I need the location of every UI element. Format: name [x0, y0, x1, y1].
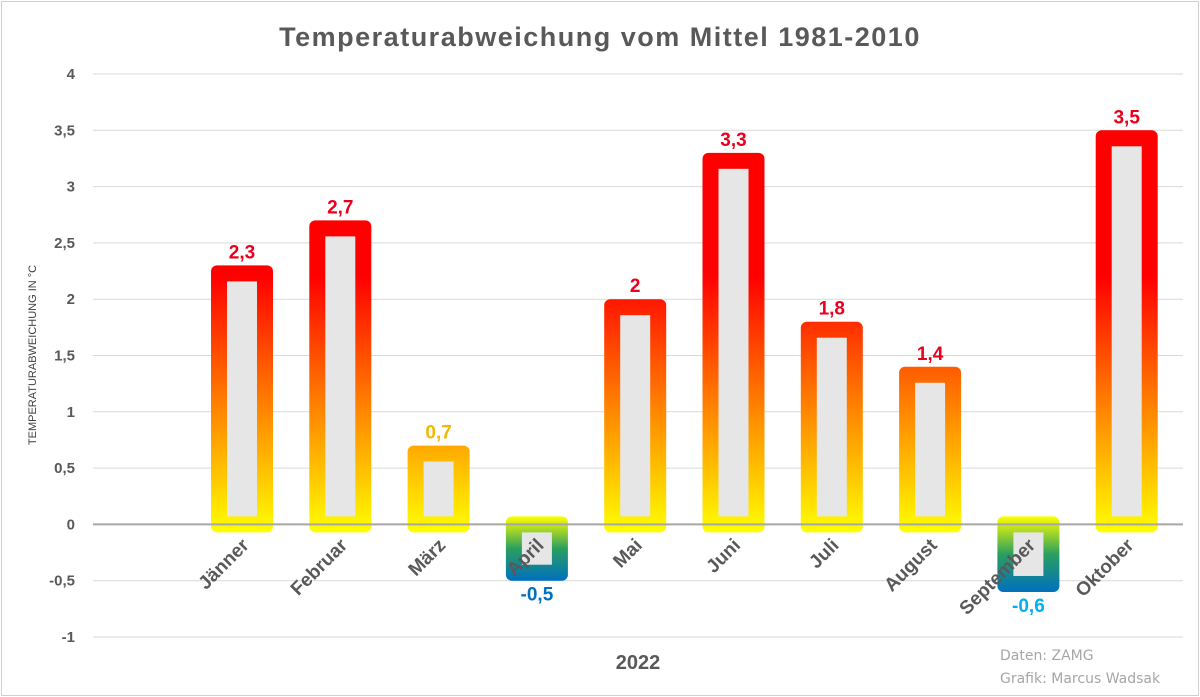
x-tick-label: Jänner — [195, 535, 254, 594]
data-label: 1,8 — [819, 299, 845, 320]
bars — [211, 130, 1158, 592]
data-label: 3,3 — [720, 130, 746, 151]
x-tick-label: Februar — [287, 535, 352, 600]
x-tick-label: Juni — [703, 535, 745, 577]
y-tick-label: 2 — [67, 291, 75, 308]
x-axis-label: 2022 — [616, 652, 661, 674]
bar-inner — [423, 461, 454, 517]
bar-inner — [325, 236, 356, 517]
data-label: 3,5 — [1113, 107, 1140, 128]
x-tick-label: Mai — [609, 535, 646, 572]
y-tick-label: 2,5 — [54, 235, 75, 252]
data-labels: 2,3 2,7 0,7 -0,5 2 3,3 1,8 1,4 -0,6 3,5 — [229, 107, 1141, 617]
bar-inner — [521, 532, 552, 565]
y-tick-label: -1 — [62, 629, 75, 646]
x-tick-label: August — [881, 535, 943, 597]
bar-inner — [915, 382, 946, 517]
bar-inner — [1111, 146, 1142, 517]
bar-inner — [620, 315, 651, 517]
x-tick-label: März — [405, 535, 450, 580]
y-tick-label: 1,5 — [54, 348, 75, 365]
y-axis-label: TEMPERATURABWEICHUNG IN °C — [27, 265, 39, 445]
data-label: -0,5 — [521, 585, 554, 606]
y-tick-label: 3,5 — [54, 122, 75, 139]
bar-inner — [1013, 532, 1044, 576]
x-tick-label: Oktober — [1072, 535, 1139, 602]
credit-data: Daten: ZAMG — [1000, 648, 1094, 664]
data-label: 2,3 — [229, 242, 255, 263]
data-label: -0,6 — [1012, 596, 1045, 617]
y-tick-label: 0 — [67, 516, 75, 533]
y-tick-label: -0,5 — [49, 573, 75, 590]
y-tick-label: 0,5 — [54, 460, 75, 477]
y-tick-label: 1 — [67, 404, 75, 421]
x-axis-ticks: Jänner Februar März April Mai Juni Juli August S… — [195, 535, 1139, 620]
data-label: 1,4 — [917, 344, 944, 365]
y-axis-ticks: 4 3,5 3 2,5 2 1,5 1 0,5 0 -0,5 -1 — [49, 66, 76, 646]
bar-inner — [816, 337, 847, 517]
chart-title: Temperaturabweichung vom Mittel 1981-201… — [279, 22, 921, 52]
y-tick-label: 3 — [67, 179, 75, 196]
y-tick-label: 4 — [67, 66, 76, 83]
bar-inner — [718, 168, 749, 517]
data-label: 2,7 — [327, 197, 353, 218]
data-label: 2 — [630, 276, 641, 297]
credit-graphic: Grafik: Marcus Wadsak — [1000, 671, 1161, 687]
bar-inner — [227, 281, 257, 517]
data-label: 0,7 — [425, 423, 451, 444]
x-tick-label: Juli — [805, 535, 843, 573]
